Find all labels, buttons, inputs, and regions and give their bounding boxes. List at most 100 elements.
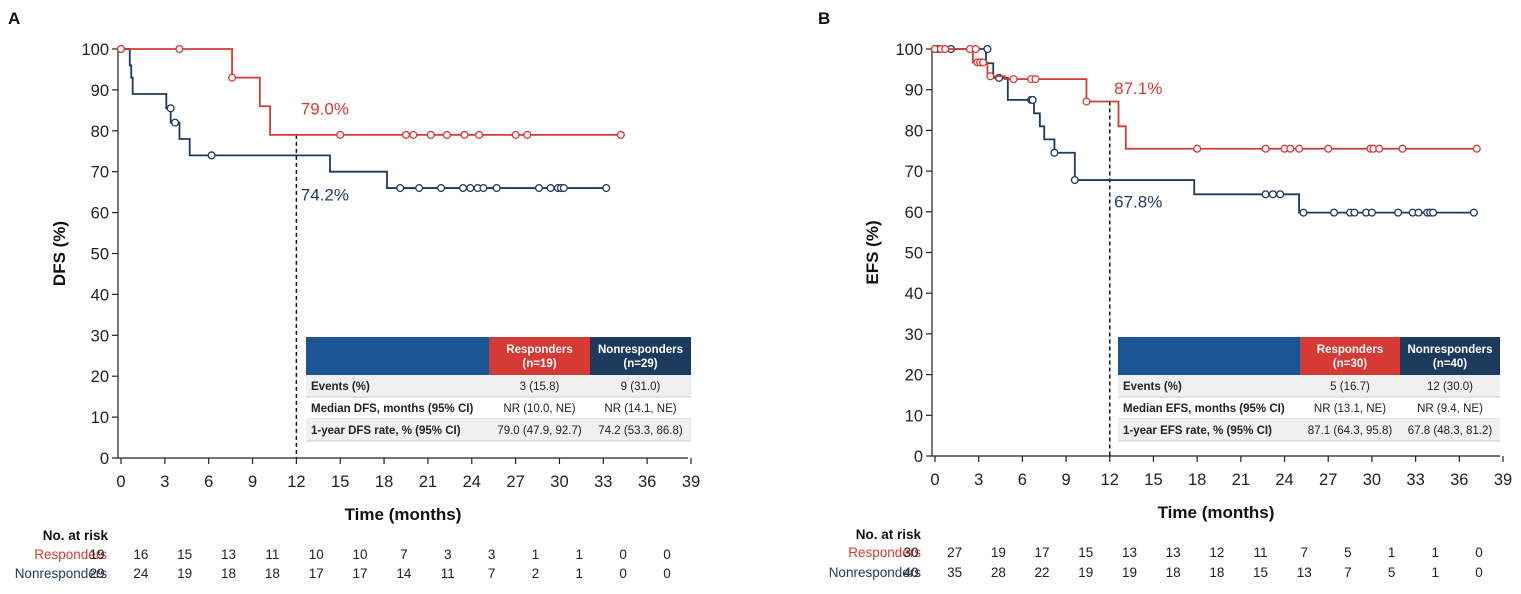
at-risk-value-nonresponders: 7 <box>488 566 496 581</box>
at-risk-value-responders: 15 <box>1078 545 1093 560</box>
series-nonresponders: 74.2% <box>116 44 611 204</box>
table-cell-nonresponders: 67.8 (48.3, 81.2) <box>1408 425 1493 437</box>
x-tick-label: 6 <box>204 473 213 491</box>
at-risk-value-nonresponders: 13 <box>1297 565 1312 580</box>
x-tick-label: 30 <box>550 473 568 491</box>
at-risk-value-nonresponders: 19 <box>177 566 192 581</box>
x-tick-label: 3 <box>160 473 169 491</box>
series-responders: 87.1% <box>930 44 1481 153</box>
table-cell-responders: 87.1 (64.3, 95.8) <box>1308 425 1393 437</box>
censor-mark-nonresponders <box>546 184 555 193</box>
censor-mark-responders <box>511 130 520 139</box>
at-risk-value-nonresponders: 0 <box>1475 565 1483 580</box>
at-risk-value-nonresponders: 19 <box>1122 565 1137 580</box>
y-tick-label: 50 <box>91 246 109 264</box>
at-risk-value-nonresponders: 14 <box>396 566 412 581</box>
table-cell-nonresponders: 9 (31.0) <box>621 381 661 393</box>
at-risk-value-nonresponders: 7 <box>1344 565 1352 580</box>
y-tick-label: 60 <box>905 204 923 222</box>
at-risk-value-responders: 13 <box>1122 545 1137 560</box>
at-risk-value-nonresponders: 2 <box>532 566 540 581</box>
censor-mark-responders <box>401 130 411 139</box>
censor-mark-nonresponders <box>1261 190 1270 199</box>
at-risk-label-nonresponders: Nonresponders <box>15 566 108 581</box>
censor-mark-responders <box>1082 97 1091 106</box>
at-risk-value-responders: 12 <box>1209 545 1224 560</box>
at-risk-value-responders: 13 <box>221 547 236 562</box>
censor-mark-responders <box>409 130 418 139</box>
censor-mark-responders <box>986 72 995 81</box>
y-tick-label: 30 <box>91 327 109 345</box>
y-axis-title: EFS (%) <box>863 220 882 284</box>
y-tick-label: 50 <box>905 245 923 263</box>
at-risk-value-responders: 11 <box>1254 545 1268 560</box>
at-risk-value-responders: 19 <box>991 545 1006 560</box>
km-step-line-responders <box>935 48 1477 150</box>
table-cell-nonresponders: 74.2 (53.3, 86.8) <box>598 425 683 437</box>
censor-mark-responders <box>1031 75 1040 84</box>
table-cell-responders: 79.0 (47.9, 92.7) <box>497 425 582 437</box>
censor-mark-responders <box>442 130 451 139</box>
y-tick-label: 90 <box>905 82 923 100</box>
censor-mark-nonresponders <box>1394 208 1403 217</box>
y-tick-label: 100 <box>81 41 109 59</box>
y-tick-label: 10 <box>91 409 109 427</box>
censor-mark-nonresponders <box>1050 148 1059 157</box>
table-cell-responders: 3 (15.8) <box>520 381 560 393</box>
censor-mark-nonresponders <box>983 44 992 54</box>
table-row-label: Events (%) <box>311 381 370 393</box>
at-risk-value-responders: 0 <box>619 547 627 562</box>
table-row-label: Median DFS, months (95% CI) <box>311 403 473 415</box>
x-tick-label: 39 <box>1494 471 1512 489</box>
at-risk-value-responders: 0 <box>663 547 671 562</box>
x-tick-label: 0 <box>930 471 939 489</box>
at-risk-value-responders: 27 <box>947 545 962 560</box>
x-tick-label: 6 <box>1018 471 1027 489</box>
x-axis-title: Time (months) <box>345 505 462 524</box>
censor-mark-responders <box>1261 144 1270 153</box>
y-tick-label: 40 <box>91 286 109 304</box>
x-tick-label: 27 <box>506 473 524 491</box>
censor-mark-responders <box>175 44 184 54</box>
censor-mark-nonresponders <box>479 184 488 193</box>
y-tick-label: 60 <box>91 205 109 223</box>
x-tick-label: 33 <box>594 473 612 491</box>
x-tick-label: 33 <box>1406 471 1424 489</box>
censor-mark-responders <box>460 130 469 139</box>
at-risk-value-nonresponders: 40 <box>903 565 918 580</box>
table-row-label: Events (%) <box>1123 381 1182 393</box>
y-tick-label: 0 <box>100 450 109 468</box>
at-risk-value-nonresponders: 1 <box>1432 565 1440 580</box>
censor-mark-responders <box>116 44 126 54</box>
at-risk-value-nonresponders: 5 <box>1388 565 1396 580</box>
km-step-line-nonresponders <box>121 48 607 189</box>
table-cell-responders: 5 (16.7) <box>1330 381 1370 393</box>
x-tick-label: 36 <box>1450 471 1468 489</box>
at-risk-value-nonresponders: 11 <box>441 566 455 581</box>
censor-mark-nonresponders <box>1330 208 1339 217</box>
at-risk-value-responders: 11 <box>265 547 279 562</box>
censor-mark-responders <box>979 58 988 67</box>
censor-mark-responders <box>616 130 625 139</box>
y-tick-label: 70 <box>905 163 923 181</box>
at-risk-value-responders: 10 <box>353 547 368 562</box>
censor-mark-responders <box>523 130 532 139</box>
at-risk-value-nonresponders: 17 <box>309 566 324 581</box>
y-tick-label: 30 <box>905 326 923 344</box>
at-risk-value-responders: 19 <box>89 547 104 562</box>
at-risk-value-responders: 15 <box>177 547 192 562</box>
at-risk-value-responders: 1 <box>1388 545 1396 560</box>
censor-mark-responders <box>1009 75 1018 84</box>
table-header-responders <box>1300 337 1400 375</box>
table-row-shade <box>306 375 691 397</box>
table-header-label: Responders (n=30) <box>1317 344 1383 370</box>
table-header-label: Nonresponders (n=29) <box>598 344 683 370</box>
at-risk-value-nonresponders: 29 <box>89 566 104 581</box>
table-row-shade <box>1118 375 1500 397</box>
table-cell-nonresponders: NR (14.1, NE) <box>604 403 676 415</box>
censor-mark-nonresponders <box>1367 208 1376 217</box>
censor-mark-responders <box>971 44 980 54</box>
at-risk-value-responders: 5 <box>1344 545 1352 560</box>
